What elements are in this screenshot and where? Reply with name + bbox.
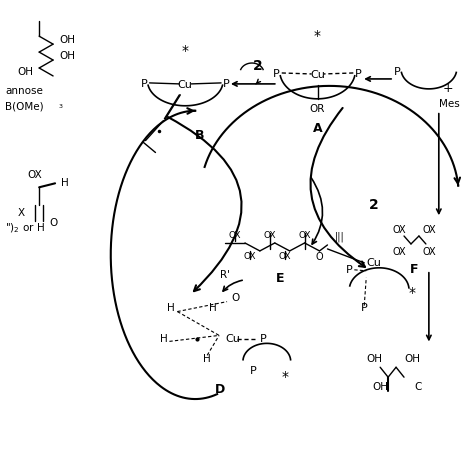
Text: Mes: Mes — [439, 99, 460, 109]
Text: OH: OH — [372, 382, 388, 392]
Text: *: * — [409, 286, 416, 300]
Text: P: P — [260, 334, 266, 345]
Text: *: * — [314, 29, 321, 43]
Text: $_3$: $_3$ — [58, 102, 64, 111]
Text: ")$_2$ or H: ")$_2$ or H — [5, 221, 45, 235]
Text: +: + — [443, 82, 454, 95]
Text: O: O — [49, 218, 57, 228]
Text: |||: ||| — [335, 232, 344, 242]
Text: P: P — [346, 265, 352, 275]
Text: Cu: Cu — [310, 70, 325, 80]
Text: O: O — [316, 252, 323, 262]
Text: OH: OH — [366, 354, 382, 365]
Text: P: P — [249, 366, 256, 376]
Text: OX: OX — [229, 230, 241, 239]
Text: P: P — [273, 69, 280, 79]
Text: H: H — [203, 354, 211, 365]
Text: *: * — [182, 44, 189, 58]
Text: OX: OX — [422, 247, 436, 257]
Text: OR: OR — [310, 104, 325, 114]
Text: P: P — [223, 79, 230, 89]
Text: B(OMe): B(OMe) — [5, 102, 44, 112]
Text: OH: OH — [59, 51, 75, 61]
Text: B: B — [195, 129, 205, 142]
Text: Cu: Cu — [225, 334, 240, 345]
Text: H: H — [160, 334, 167, 345]
Text: F: F — [410, 263, 418, 276]
Text: P: P — [394, 67, 401, 77]
Text: X: X — [18, 208, 25, 218]
Text: OX: OX — [27, 170, 42, 181]
Text: Cu: Cu — [366, 258, 381, 268]
Text: OX: OX — [244, 252, 256, 261]
Text: OX: OX — [392, 247, 406, 257]
Text: OX: OX — [298, 230, 311, 239]
Text: 2: 2 — [369, 198, 379, 212]
Text: OX: OX — [264, 230, 276, 239]
Text: H: H — [166, 302, 174, 312]
Text: R': R' — [220, 270, 230, 280]
Text: H: H — [209, 302, 217, 312]
Text: P: P — [141, 79, 147, 89]
Text: P: P — [356, 69, 362, 79]
Text: A: A — [313, 122, 322, 135]
Text: OX: OX — [422, 225, 436, 235]
Text: Cu: Cu — [178, 80, 193, 90]
Text: H: H — [61, 178, 69, 188]
Text: OX: OX — [392, 225, 406, 235]
Text: O: O — [231, 292, 239, 302]
Text: D: D — [215, 383, 225, 396]
Text: OH: OH — [404, 354, 420, 365]
Text: OX: OX — [278, 252, 291, 261]
Text: OH: OH — [59, 35, 75, 45]
Text: *: * — [281, 370, 288, 384]
Text: 2: 2 — [253, 59, 263, 73]
Text: annose: annose — [5, 86, 43, 96]
Text: P: P — [361, 302, 368, 312]
Text: OH: OH — [17, 67, 33, 77]
Text: E: E — [275, 272, 284, 285]
Text: C: C — [414, 382, 421, 392]
